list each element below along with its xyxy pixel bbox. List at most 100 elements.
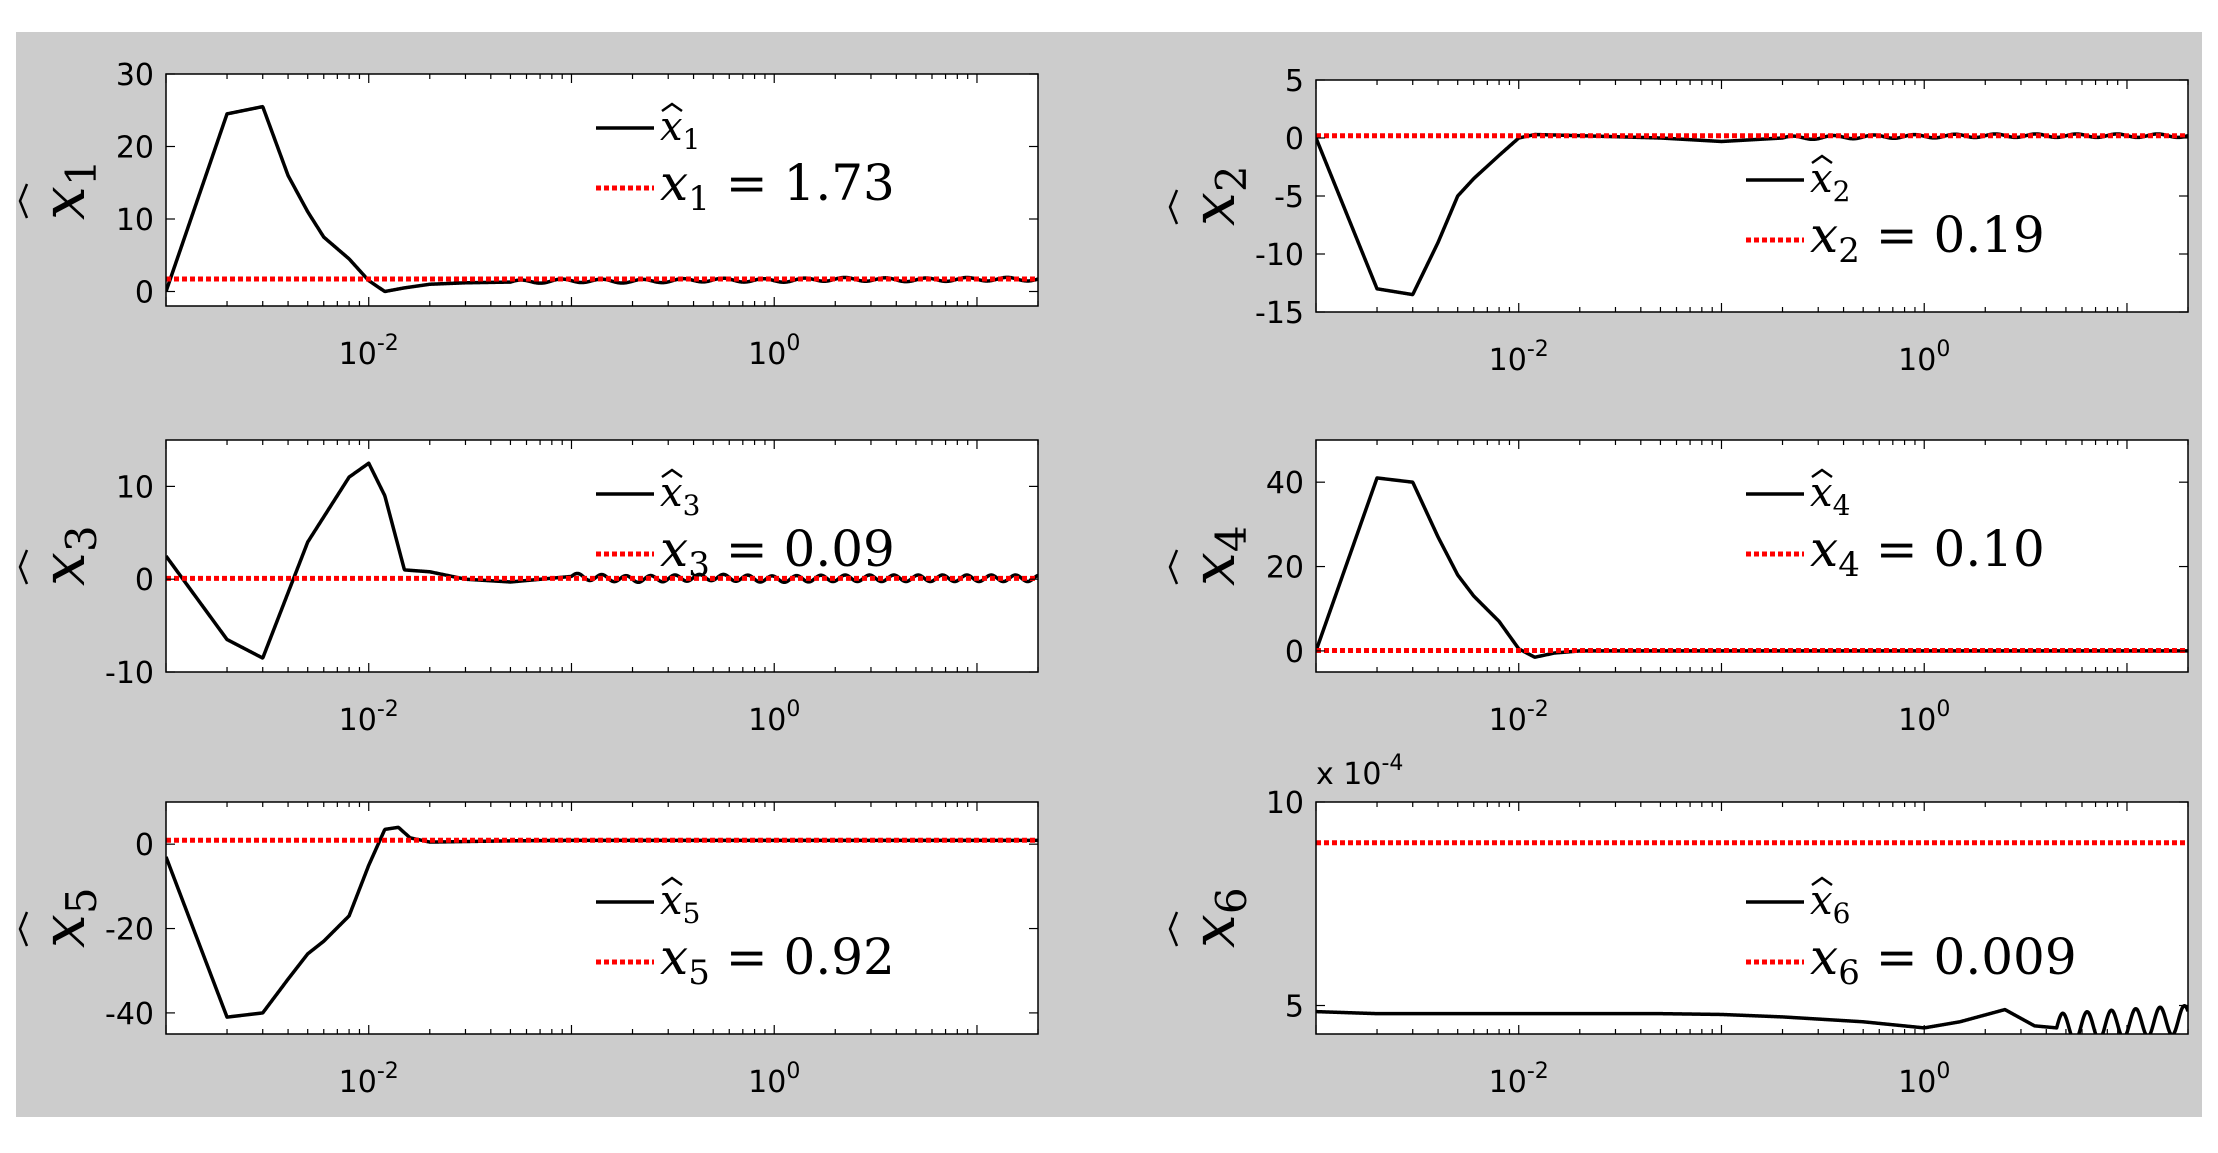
legend-true-label: x4 = 0.10	[1810, 520, 2045, 585]
y-axis-label: x3	[18, 525, 106, 586]
plot-lines	[166, 825, 1038, 1019]
svg-text:x5: x5	[29, 887, 106, 948]
legend-hat-accent	[661, 876, 683, 887]
legend-estimate-label: x4	[1810, 470, 1850, 522]
y-tick-label: -15	[1255, 296, 1304, 331]
y-tick-label: 0	[1285, 122, 1304, 157]
y-tick-label: 5	[1285, 64, 1304, 99]
legend-estimate-label: x3	[660, 470, 700, 522]
plot-lines	[1316, 476, 2188, 659]
legend-true-label: x1 = 1.73	[660, 154, 895, 219]
legend-true-label: x6 = 0.009	[1810, 928, 2077, 993]
y-tick-label: 10	[1266, 786, 1304, 821]
x-tick-label: 100	[1898, 1059, 1950, 1100]
legend-hat-accent	[1811, 468, 1833, 479]
y-axis-label: x6	[1168, 887, 1256, 948]
axes-frame	[165, 439, 1039, 673]
plot-area	[166, 440, 1038, 672]
hat-accent	[1168, 911, 1179, 947]
x-tick-label: 100	[748, 697, 800, 738]
axes-frame	[1315, 801, 2189, 1035]
axes-frame	[1315, 439, 2189, 673]
estimate-line	[1316, 132, 2188, 297]
x-tick-label: 100	[748, 331, 800, 372]
estimate-line	[166, 461, 1038, 660]
plot-area	[166, 74, 1038, 306]
x-tick-label: 10-2	[1489, 337, 1549, 378]
y-tick-label: -5	[1274, 180, 1304, 215]
y-tick-label: 10	[116, 203, 154, 238]
x-tick-label: 10-2	[1489, 1059, 1549, 1100]
legend-true-label: x2 = 0.19	[1810, 206, 2045, 271]
y-tick-label: 20	[1266, 551, 1304, 586]
hat-accent	[18, 549, 29, 585]
y-axis-label: x1	[18, 159, 106, 220]
legend-hat-accent	[1811, 154, 1833, 165]
legend-true-label: x3 = 0.09	[660, 520, 895, 585]
y-axis-label: x2	[1168, 165, 1256, 226]
legend-estimate-label: x1	[660, 104, 700, 156]
y-tick-label: 0	[135, 828, 154, 863]
svg-text:x2: x2	[1179, 165, 1256, 226]
y-tick-label: 0	[135, 276, 154, 311]
legend-true-label: x5 = 0.92	[660, 928, 895, 993]
x-tick-label: 100	[1898, 337, 1950, 378]
y-axis-label: x4	[1168, 525, 1256, 586]
y-axis-label: x5	[18, 887, 106, 948]
x-tick-label: 10-2	[339, 331, 399, 372]
legend-estimate-label: x6	[1810, 878, 1850, 930]
legend-estimate-label: x5	[660, 878, 700, 930]
y-tick-label: 5	[1285, 990, 1304, 1025]
plot-area	[1316, 802, 2188, 1034]
plot-area	[1316, 440, 2188, 672]
hat-accent	[1168, 189, 1179, 225]
axes-frame	[165, 801, 1039, 1035]
x-tick-label: 10-2	[339, 1059, 399, 1100]
legend-hat-accent	[1811, 876, 1833, 887]
estimate-line	[1316, 1004, 2188, 1034]
y-tick-label: 20	[116, 131, 154, 166]
svg-text:x4: x4	[1179, 525, 1256, 586]
x-tick-label: 100	[748, 1059, 800, 1100]
svg-text:x6: x6	[1179, 887, 1256, 948]
y-tick-label: -20	[105, 913, 154, 948]
x-tick-label: 100	[1898, 697, 1950, 738]
y-tick-label: 30	[116, 58, 154, 93]
y-tick-label: 0	[135, 563, 154, 598]
y-tick-label: 0	[1285, 635, 1304, 670]
plot-lines	[1316, 132, 2188, 297]
axes-frame	[165, 73, 1039, 307]
legend-estimate-label: x2	[1810, 156, 1850, 208]
x-tick-label: 10-2	[339, 697, 399, 738]
plot-lines	[166, 461, 1038, 660]
hat-accent	[1168, 549, 1179, 585]
y-tick-label: 40	[1266, 466, 1304, 501]
y-tick-label: -40	[105, 997, 154, 1032]
plot-lines	[1316, 840, 2188, 1034]
x-tick-label: 10-2	[1489, 697, 1549, 738]
legend-hat-accent	[661, 102, 683, 113]
plot-area	[166, 802, 1038, 1034]
plot-area	[1316, 80, 2188, 312]
y-tick-label: -10	[105, 656, 154, 691]
legend-hat-accent	[661, 468, 683, 479]
svg-text:x1: x1	[29, 159, 106, 220]
y-tick-label: 10	[116, 470, 154, 505]
plot-lines	[166, 104, 1038, 294]
hat-accent	[18, 183, 29, 219]
hat-accent	[18, 911, 29, 947]
y-tick-label: -10	[1255, 238, 1304, 273]
